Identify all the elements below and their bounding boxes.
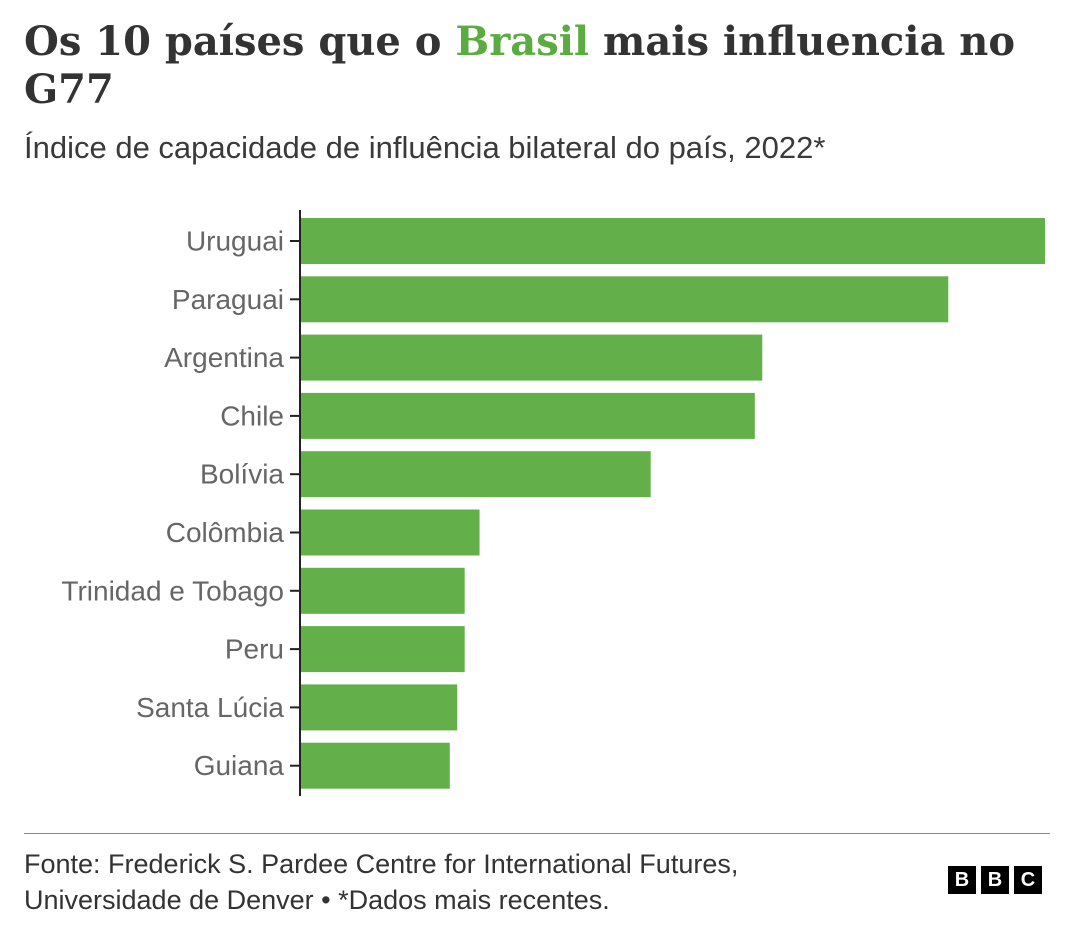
bar-1 [301, 276, 949, 323]
bar-6 [301, 567, 465, 614]
title-text-after: mais influencia no G77 [24, 18, 1016, 113]
bbc-logo-letter-1: B [948, 866, 976, 894]
bar-0 [301, 218, 1045, 264]
bbc-logo-letter-2: B [981, 866, 1009, 894]
category-label-1: Paraguai [172, 284, 284, 315]
bbc-logo-letter-3: C [1014, 866, 1042, 894]
chart-title: Os 10 países que o Brasil mais influenci… [24, 18, 1034, 114]
title-text-before: Os 10 países que o [24, 18, 456, 65]
bar-4 [301, 451, 651, 498]
chart-subtitle: Índice de capacidade de influência bilat… [24, 130, 826, 165]
category-label-2: Argentina [164, 342, 284, 373]
bar-chart: Uruguai Paraguai Argentina Chile Bolívia Colô… [61, 210, 1045, 796]
category-label-6: Trinidad e Tobago [61, 575, 284, 606]
title-highlight-brasil: Brasil [455, 18, 590, 65]
category-label-8: Santa Lúcia [136, 692, 284, 723]
category-label-5: Colômbia [166, 517, 285, 548]
category-label-0: Uruguai [186, 226, 284, 257]
bar-8 [301, 684, 458, 731]
category-label-7: Peru [225, 634, 284, 665]
bar-5 [301, 509, 480, 556]
category-label-9: Guiana [194, 750, 285, 781]
bar-3 [301, 392, 755, 439]
bbc-logo: B B C [948, 866, 1042, 894]
source-line-2: Universidade de Denver • *Dados mais rec… [24, 885, 610, 915]
source-line-1: Fonte: Frederick S. Pardee Centre for In… [24, 849, 739, 879]
bar-7 [301, 626, 465, 673]
footer-divider [24, 833, 1050, 834]
bar-2 [301, 334, 763, 381]
source-note: Fonte: Frederick S. Pardee Centre for In… [24, 846, 924, 918]
bar-9 [301, 742, 450, 789]
category-label-3: Chile [220, 400, 284, 431]
category-label-4: Bolívia [200, 459, 284, 490]
